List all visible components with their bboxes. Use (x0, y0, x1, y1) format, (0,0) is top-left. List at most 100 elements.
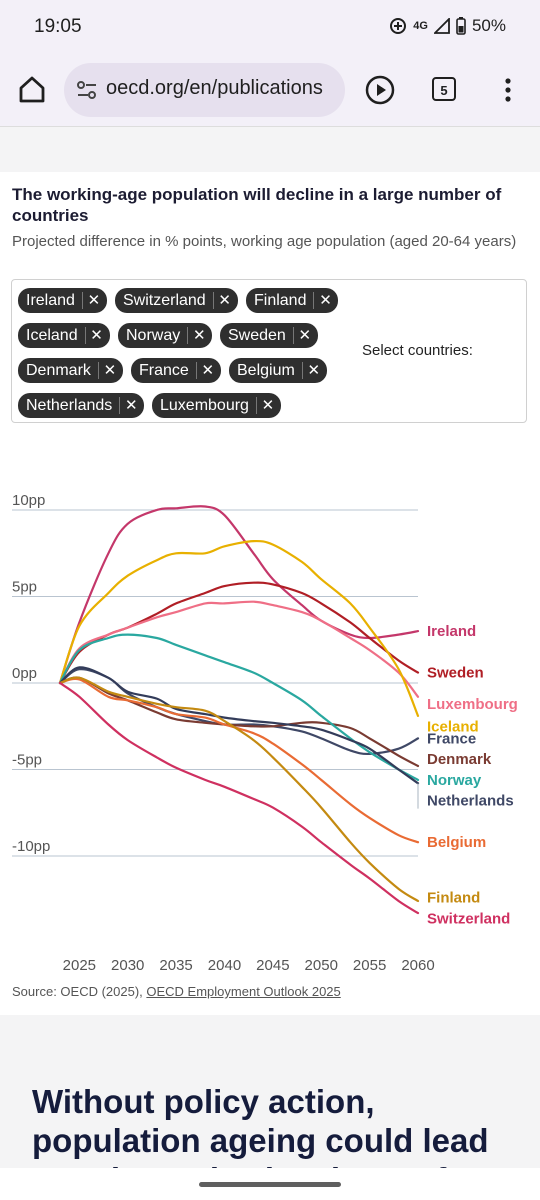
chip-label: Belgium (237, 362, 295, 379)
remove-icon[interactable]: ✕ (103, 362, 117, 379)
series-label-denmark: Denmark (427, 751, 492, 768)
remove-icon[interactable]: ✕ (218, 292, 231, 309)
country-chip[interactable]: France ✕ (131, 358, 221, 383)
country-chip[interactable]: Ireland ✕ (18, 288, 107, 313)
chip-divider (292, 327, 294, 344)
x-tick-label: 2060 (401, 957, 434, 974)
chip-divider (212, 292, 214, 309)
series-line-finland (58, 676, 420, 903)
x-tick-label: 2045 (256, 957, 289, 974)
network-type: 4G (413, 20, 428, 32)
chart-subtitle: Projected difference in % points, workin… (12, 233, 517, 250)
series-label-luxembourg: Luxembourg (427, 696, 518, 713)
chip-divider (301, 362, 303, 379)
article-headline: Without policy action, population ageing… (32, 1083, 489, 1168)
status-time: 19:05 (34, 16, 82, 37)
status-icons: 4G 50% (389, 16, 506, 36)
country-chip[interactable]: Norway ✕ (118, 323, 213, 348)
x-tick-label: 2030 (111, 957, 144, 974)
series-label-finland: Finland (427, 890, 480, 907)
remove-icon[interactable]: ✕ (192, 327, 206, 344)
remove-icon[interactable]: ✕ (124, 397, 138, 414)
series-label-sweden: Sweden (427, 665, 484, 682)
chart-title: The working-age population will decline … (12, 185, 502, 225)
country-chip[interactable]: Luxembourg ✕ (152, 393, 281, 418)
chip-label: Finland (254, 292, 307, 309)
play-icon[interactable] (364, 74, 396, 106)
series-line-luxembourg (58, 600, 420, 698)
home-icon[interactable] (14, 71, 50, 107)
chip-divider (187, 327, 189, 344)
series-label-switzerland: Switzerland (427, 910, 510, 927)
chip-label: Norway (126, 327, 181, 344)
y-tick-label: 0pp (12, 665, 37, 682)
chip-label: France (139, 362, 189, 379)
chip-label: Netherlands (26, 397, 113, 414)
series-label-iceland: Iceland (427, 718, 479, 735)
chip-label: Iceland (26, 327, 78, 344)
gesture-handle[interactable] (199, 1182, 341, 1187)
source-link[interactable]: OECD Employment Outlook 2025 (146, 984, 341, 999)
chip-divider (195, 362, 197, 379)
remove-icon[interactable]: ✕ (298, 327, 312, 344)
chip-label: Ireland (26, 292, 75, 309)
country-chip[interactable]: Sweden ✕ (220, 323, 318, 348)
chip-label: Luxembourg (160, 397, 249, 414)
series-line-iceland (58, 539, 420, 717)
chip-label: Switzerland (123, 292, 206, 309)
series-line-netherlands (58, 666, 420, 785)
chip-divider (119, 397, 121, 414)
y-tick-label: 10pp (12, 492, 45, 509)
country-chip[interactable]: Iceland ✕ (18, 323, 110, 348)
select-countries-label: Select countries: (362, 342, 473, 359)
chip-label: Denmark (26, 362, 91, 379)
page-top-band (0, 127, 540, 172)
y-tick-label: -5pp (12, 752, 42, 769)
chart-source: Source: OECD (2025), OECD Employment Out… (12, 984, 341, 999)
x-tick-label: 2050 (305, 957, 338, 974)
y-tick-label: 5pp (12, 579, 37, 596)
url-text[interactable]: oecd.org/en/publications (106, 77, 323, 99)
country-chip[interactable]: Netherlands ✕ (18, 393, 145, 418)
country-chip[interactable]: Finland ✕ (246, 288, 339, 313)
chip-divider (84, 327, 86, 344)
country-chip[interactable]: Denmark ✕ (18, 358, 123, 383)
x-tick-label: 2055 (353, 957, 386, 974)
chip-divider (81, 292, 83, 309)
battery-level: 50% (471, 16, 506, 35)
chip-divider (313, 292, 315, 309)
remove-icon[interactable]: ✕ (319, 292, 332, 309)
chip-divider (255, 397, 257, 414)
series-line-denmark (58, 676, 420, 768)
country-chip[interactable]: Belgium ✕ (229, 358, 327, 383)
series-label-ireland: Ireland (427, 623, 476, 640)
series-label-norway: Norway (427, 772, 482, 789)
site-settings-icon[interactable] (76, 80, 98, 100)
more-options-icon[interactable] (496, 76, 520, 104)
x-tick-label: 2040 (208, 957, 241, 974)
series-label-belgium: Belgium (427, 834, 486, 851)
tab-switcher-button[interactable]: 5 (432, 77, 456, 101)
chip-label: Sweden (228, 327, 286, 344)
country-chip[interactable]: Switzerland ✕ (115, 288, 238, 313)
y-tick-label: -10pp (12, 838, 50, 855)
series-line-switzerland (58, 681, 420, 915)
series-line-norway (58, 633, 420, 781)
x-tick-label: 2035 (159, 957, 192, 974)
line-chart: 10pp 5pp 0pp -5pp -10pp 2025 2030 2035 2040 2045 2… (12, 492, 518, 974)
status-bar: 19:05 4G 50% (0, 0, 540, 54)
chip-divider (97, 362, 99, 379)
address-bar[interactable]: oecd.org/en/publications (64, 63, 345, 117)
battery-icon (456, 17, 466, 35)
remove-icon[interactable]: ✕ (261, 397, 275, 414)
remove-icon[interactable]: ✕ (90, 327, 103, 344)
data-saver-icon (390, 18, 407, 34)
remove-icon[interactable]: ✕ (201, 362, 215, 379)
series-line-ireland (58, 505, 420, 685)
source-prefix: Source: OECD (2025), (12, 984, 147, 999)
x-tick-label: 2025 (63, 957, 96, 974)
remove-icon[interactable]: ✕ (307, 362, 321, 379)
system-nav-bar (0, 1168, 540, 1200)
remove-icon[interactable]: ✕ (87, 292, 101, 309)
country-selector[interactable]: Ireland ✕ Switzerland ✕ Finland ✕ Iceland ✕ Norw… (11, 279, 527, 423)
